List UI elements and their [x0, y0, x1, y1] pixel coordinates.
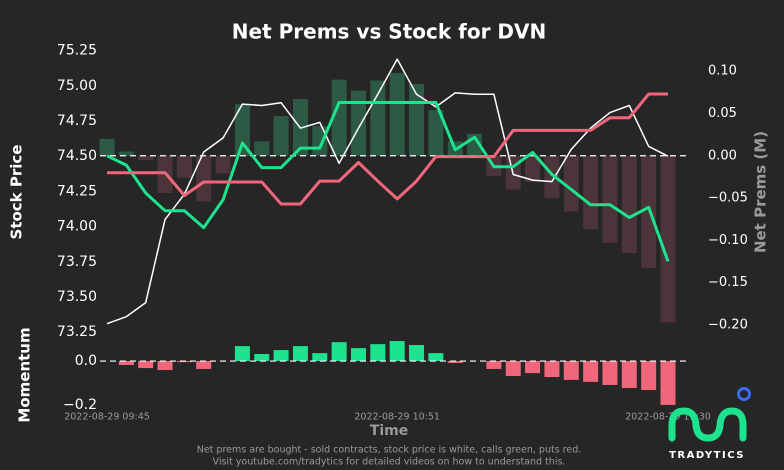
net-prem-bar: [118, 151, 134, 156]
momentum-bar: [486, 361, 502, 369]
net-prem-bar: [583, 155, 599, 230]
x-axis-label: Time: [370, 423, 408, 439]
momentum-bar: [602, 361, 618, 385]
momentum-bar: [447, 361, 463, 364]
net-prem-bar: [428, 110, 444, 156]
momentum-axis-label: Momentum: [16, 327, 34, 422]
line: [107, 92, 668, 206]
momentum-bar: [157, 361, 173, 371]
momentum-bar: [234, 346, 250, 362]
momentum-bar: [350, 348, 366, 362]
y-tick-label: 75.00: [57, 78, 97, 94]
x-tick-label: 2022-08-29 10:51: [354, 412, 440, 423]
momentum-bar: [428, 353, 444, 362]
net-prem-bar: [331, 79, 347, 156]
momentum-bar: [409, 345, 425, 362]
net-prem-bar: [312, 126, 328, 156]
y-tick-label: 0.0: [75, 353, 97, 369]
line: [106, 58, 669, 325]
net-prem-bar: [234, 104, 250, 156]
y2-tick-label: 0.00: [708, 148, 737, 163]
momentum-bar: [505, 361, 521, 376]
net-prem-bar: [621, 155, 637, 253]
momentum-bar: [563, 361, 579, 380]
y2-axis-label: Net Prems (M): [752, 131, 770, 253]
momentum-bar: [389, 341, 405, 362]
y-tick-label: 74.50: [57, 148, 97, 164]
logo-text: TRADYTICS: [669, 450, 745, 461]
net-prem-bar: [215, 155, 231, 174]
net-prem-bar: [544, 155, 560, 199]
y-axis-label: Stock Price: [8, 145, 26, 240]
momentum-bar: [138, 361, 154, 369]
x-tick-label: 2022-08-29 11:30: [625, 412, 711, 423]
y2-tick-label: 0.10: [708, 64, 737, 79]
y-tick-label: −0.2: [63, 397, 97, 413]
footer-line: Net prems are bought - sold contracts, s…: [197, 445, 582, 456]
net-prem-bar: [370, 80, 386, 156]
logo: TRADYTICS: [668, 387, 751, 461]
momentum-bar: [254, 354, 270, 362]
momentum-bar: [118, 361, 134, 365]
logo-dot: [737, 387, 751, 401]
y-tick-label: 74.75: [57, 113, 97, 129]
net-prem-bar: [138, 155, 154, 160]
net-prem-bar: [254, 141, 270, 156]
net-prem-bar: [389, 72, 405, 156]
x-tick-label: 2022-08-29 09:45: [64, 412, 150, 423]
y2-tick-label: 0.05: [708, 106, 737, 121]
logo-mark: [668, 407, 747, 442]
net-prem-bar: [641, 155, 657, 269]
momentum-bar: [196, 361, 212, 369]
net-prem-bar: [602, 155, 618, 243]
net-prem-bar: [273, 116, 289, 156]
y-tick-label: 74.25: [57, 183, 97, 199]
momentum-bar: [331, 342, 347, 362]
y-tick-label: 73.50: [57, 289, 97, 305]
net-prem-bar: [525, 155, 541, 182]
net-prem-bar: [350, 90, 366, 156]
y-tick-label: 73.25: [57, 324, 97, 340]
momentum-bar: [292, 346, 308, 362]
y2-tick-label: −0.10: [708, 233, 748, 248]
net-prem-bar: [176, 155, 192, 178]
y-tick-label: 75.25: [57, 43, 97, 59]
momentum-bar: [544, 361, 560, 378]
momentum-bar: [273, 350, 289, 362]
line: [106, 101, 670, 262]
momentum-bar: [660, 361, 676, 405]
momentum-bar: [641, 361, 657, 391]
momentum-bar: [583, 361, 599, 382]
y2-tick-label: −0.05: [708, 191, 748, 206]
net-prem-bar: [99, 138, 115, 156]
y2-tick-label: −0.15: [708, 275, 748, 290]
chart-title: Net Prems vs Stock for DVN: [232, 20, 546, 44]
net-prem-bar: [660, 155, 676, 323]
momentum-bar: [370, 344, 386, 362]
footer-line: Visit youtube.com/tradytics for detailed…: [213, 457, 566, 468]
momentum-bar: [621, 361, 637, 389]
y2-tick-label: −0.20: [708, 317, 748, 332]
y-tick-label: 74.00: [57, 219, 97, 235]
net-prem-bar: [196, 155, 212, 202]
net-prem-bar: [563, 155, 579, 212]
momentum-bar: [525, 361, 541, 374]
momentum-bar: [312, 353, 328, 362]
y-tick-label: 73.75: [57, 254, 97, 270]
